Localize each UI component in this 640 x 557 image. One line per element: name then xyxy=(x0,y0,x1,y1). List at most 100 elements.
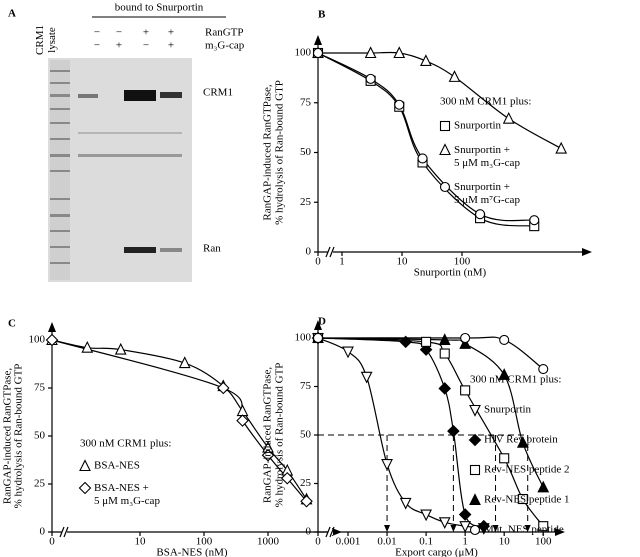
data-point xyxy=(460,385,471,396)
data-point xyxy=(438,333,451,345)
panel-letter: B xyxy=(318,9,326,21)
legend-label: BSA-NES xyxy=(94,460,140,472)
legend-marker xyxy=(468,433,482,447)
legend-title: 300 nM CRM1 plus: xyxy=(470,374,561,386)
x-tick-label: 10 xyxy=(397,256,409,268)
data-point xyxy=(439,348,450,359)
data-point xyxy=(459,521,472,533)
lane-mark: + xyxy=(168,40,174,52)
y-tick-label: 0 xyxy=(306,246,312,258)
data-point xyxy=(438,382,452,395)
data-point xyxy=(460,332,471,344)
y-tick-label: 50 xyxy=(300,146,312,158)
y-tick-label: 25 xyxy=(34,478,46,490)
faint-bands xyxy=(78,132,182,157)
data-point xyxy=(499,334,510,345)
data-point xyxy=(420,509,432,522)
lane-mark: − xyxy=(94,27,100,39)
lane-mark: + xyxy=(143,27,149,39)
data-point xyxy=(236,404,249,417)
lane-label: CRM1lysate xyxy=(34,25,58,55)
data-point xyxy=(216,381,230,395)
data-point xyxy=(498,368,511,380)
x-tick-label: 100 xyxy=(535,536,552,548)
legend-marker xyxy=(439,143,451,156)
legend-label: Snurportin +5 μM m₃G-cap xyxy=(454,144,520,169)
x-tick-label: 10 xyxy=(499,536,511,548)
x-axis-label: BSA-NES (nM) xyxy=(156,547,228,557)
data-point xyxy=(516,436,529,448)
data-point xyxy=(364,46,377,59)
fit-curve xyxy=(317,336,544,370)
y-tick-label: 100 xyxy=(295,332,312,344)
lysate-bands xyxy=(50,70,70,264)
data-point xyxy=(529,215,540,226)
y-tick-label: 50 xyxy=(300,429,312,441)
data-point xyxy=(555,141,568,154)
x-tick-label: 0 xyxy=(315,536,321,548)
data-point xyxy=(475,209,486,220)
data-point xyxy=(393,46,406,59)
x-tick-label: 100 xyxy=(196,536,213,548)
x-axis-label: Snurportin (nM) xyxy=(414,267,487,279)
lane-mark: + xyxy=(116,40,122,52)
axis-break xyxy=(59,526,65,538)
data-point xyxy=(236,414,249,427)
x-axis-label: Export cargo (μM) xyxy=(395,547,478,557)
data-point xyxy=(417,153,428,164)
legend-label: Snurportin xyxy=(454,120,502,132)
data-point xyxy=(45,333,59,347)
data-point xyxy=(312,47,324,59)
legend-label: Rev-NES peptide 1 xyxy=(484,494,570,506)
ic50-arrow xyxy=(384,525,391,532)
row-label: m₃G-cap xyxy=(205,40,245,52)
data-point xyxy=(538,521,549,532)
data-point xyxy=(394,99,405,110)
data-point xyxy=(538,363,549,375)
lane-mark: − xyxy=(94,40,100,52)
ic50-arrow xyxy=(450,525,457,532)
data-point xyxy=(517,493,528,505)
axis-break xyxy=(329,246,335,258)
data-point xyxy=(499,453,510,464)
y-axis-arrow xyxy=(314,35,322,45)
data-point xyxy=(81,340,94,353)
legend-marker xyxy=(469,524,481,536)
y-tick-label: 0 xyxy=(306,526,312,538)
data-point xyxy=(419,54,432,67)
ran-bands xyxy=(124,247,182,253)
data-point xyxy=(365,73,376,84)
x-tick-label: 1000 xyxy=(257,536,280,548)
data-point xyxy=(502,111,515,124)
y-axis-arrow xyxy=(48,322,56,332)
x-tick-label: 0 xyxy=(315,256,321,268)
x-tick-label: 0.01 xyxy=(377,536,396,548)
data-point xyxy=(342,346,354,359)
x-tick-label: 0.001 xyxy=(336,536,361,548)
lane-mark: − xyxy=(143,40,149,52)
legend-label: HIV Rev protein xyxy=(484,434,558,446)
y-axis-label: RanGAP-induced RanGTPase, xyxy=(262,367,274,504)
y-tick-label: 75 xyxy=(300,96,312,108)
y-axis-label: % hydrolysis of Ran-bound GTP xyxy=(274,80,286,225)
data-point xyxy=(280,471,294,485)
ic50-arrow xyxy=(492,525,499,532)
axis-break-gap xyxy=(328,529,333,535)
data-point xyxy=(438,517,451,530)
data-point xyxy=(537,480,550,493)
y-tick-label: 0 xyxy=(40,526,46,538)
x-tick-label: 1 xyxy=(462,536,468,548)
y-tick-label: 75 xyxy=(34,382,46,394)
panel-letter: C xyxy=(8,318,16,330)
data-point xyxy=(300,495,313,508)
y-axis-label: RanGAP-induced RanGTPase, xyxy=(262,84,274,221)
data-point xyxy=(448,70,461,82)
axis-break xyxy=(63,526,69,538)
legend-marker xyxy=(469,464,481,476)
legend-marker xyxy=(79,459,91,472)
y-axis-label: % hydrolysis of Ran-bound GTP xyxy=(274,363,286,508)
y-axis-label: RanGAP-induced RanGTPase, xyxy=(2,368,14,505)
legend-marker xyxy=(469,493,481,506)
ic50-arrow xyxy=(524,525,531,532)
